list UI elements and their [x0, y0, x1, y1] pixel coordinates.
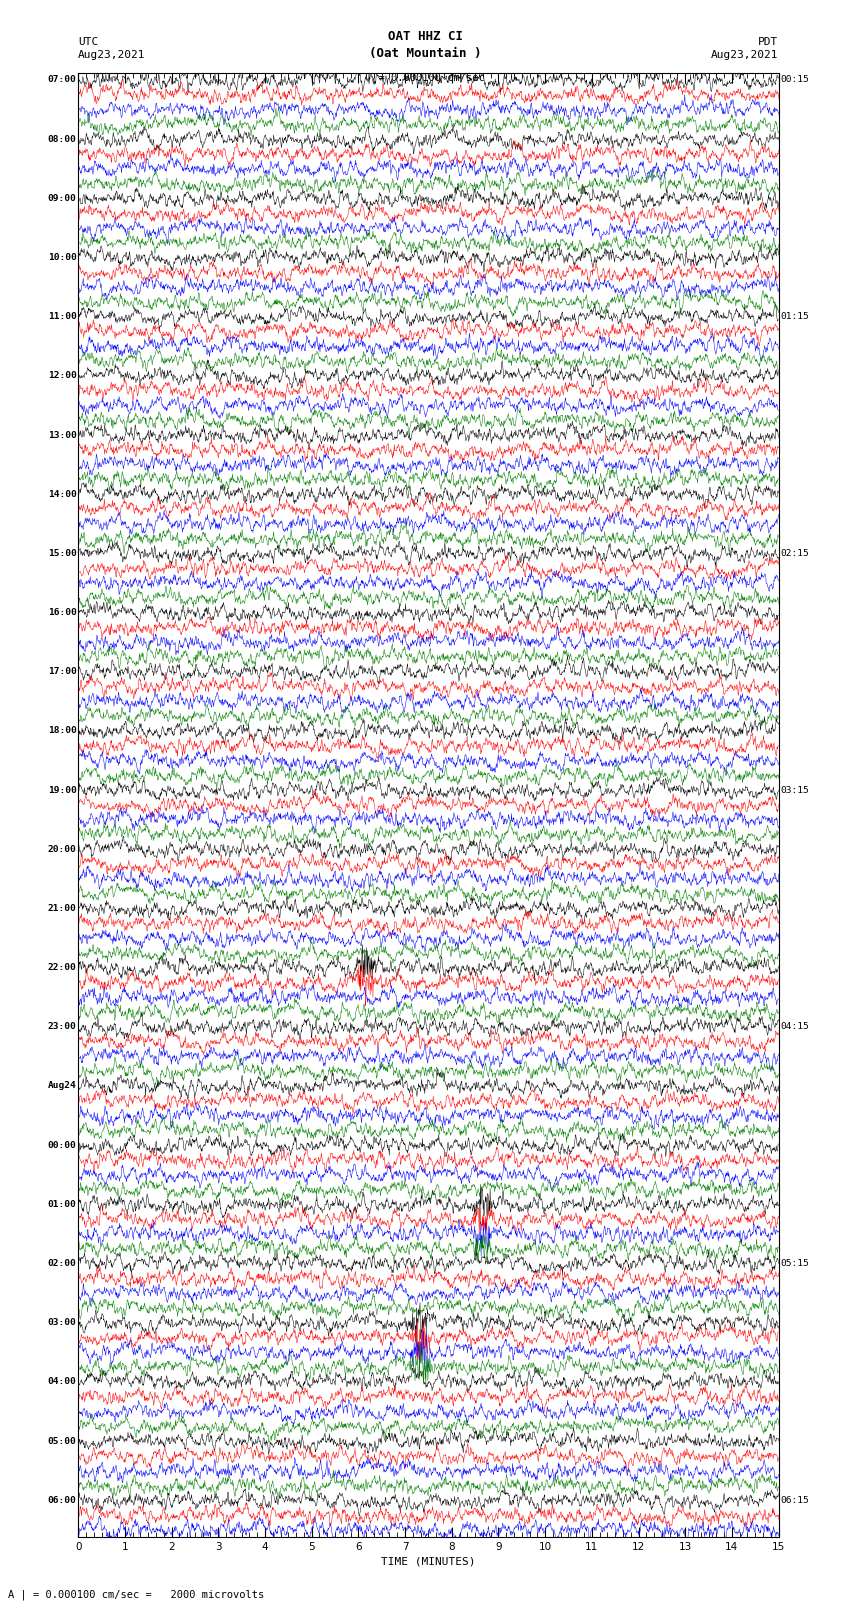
- Text: 04:15: 04:15: [780, 1023, 809, 1031]
- Text: 11:00: 11:00: [48, 313, 76, 321]
- Text: 17:00: 17:00: [48, 668, 76, 676]
- Text: 10:00: 10:00: [48, 253, 76, 261]
- Text: 06:00: 06:00: [48, 1495, 76, 1505]
- Text: PDT
Aug23,2021: PDT Aug23,2021: [711, 37, 779, 60]
- Text: 00:00: 00:00: [48, 1140, 76, 1150]
- Text: 03:15: 03:15: [780, 786, 809, 795]
- Text: 09:00: 09:00: [48, 194, 76, 203]
- Text: 06:15: 06:15: [780, 1495, 809, 1505]
- Text: 05:00: 05:00: [48, 1437, 76, 1445]
- Text: 15:00: 15:00: [48, 548, 76, 558]
- Text: 13:00: 13:00: [48, 431, 76, 439]
- Text: A | = 0.000100 cm/sec =   2000 microvolts: A | = 0.000100 cm/sec = 2000 microvolts: [8, 1589, 264, 1600]
- Text: 14:00: 14:00: [48, 490, 76, 498]
- Text: 21:00: 21:00: [48, 903, 76, 913]
- Text: Aug24: Aug24: [48, 1081, 76, 1090]
- Text: 08:00: 08:00: [48, 134, 76, 144]
- Text: 18:00: 18:00: [48, 726, 76, 736]
- Text: OAT HHZ CI
(Oat Mountain ): OAT HHZ CI (Oat Mountain ): [369, 31, 481, 60]
- Text: 03:00: 03:00: [48, 1318, 76, 1327]
- Text: 23:00: 23:00: [48, 1023, 76, 1031]
- Text: 04:00: 04:00: [48, 1378, 76, 1386]
- Text: 01:15: 01:15: [780, 313, 809, 321]
- Text: UTC
Aug23,2021: UTC Aug23,2021: [78, 37, 145, 60]
- Text: 19:00: 19:00: [48, 786, 76, 795]
- Text: 12:00: 12:00: [48, 371, 76, 381]
- Text: 02:15: 02:15: [780, 548, 809, 558]
- X-axis label: TIME (MINUTES): TIME (MINUTES): [381, 1557, 476, 1566]
- Text: 05:15: 05:15: [780, 1260, 809, 1268]
- Text: 01:00: 01:00: [48, 1200, 76, 1208]
- Text: 20:00: 20:00: [48, 845, 76, 853]
- Text: 00:15: 00:15: [780, 76, 809, 84]
- Text: 16:00: 16:00: [48, 608, 76, 618]
- Text: 02:00: 02:00: [48, 1260, 76, 1268]
- Text: 22:00: 22:00: [48, 963, 76, 973]
- Text: | = 0.000100 cm/sec: | = 0.000100 cm/sec: [366, 73, 484, 84]
- Text: 07:00: 07:00: [48, 76, 76, 84]
